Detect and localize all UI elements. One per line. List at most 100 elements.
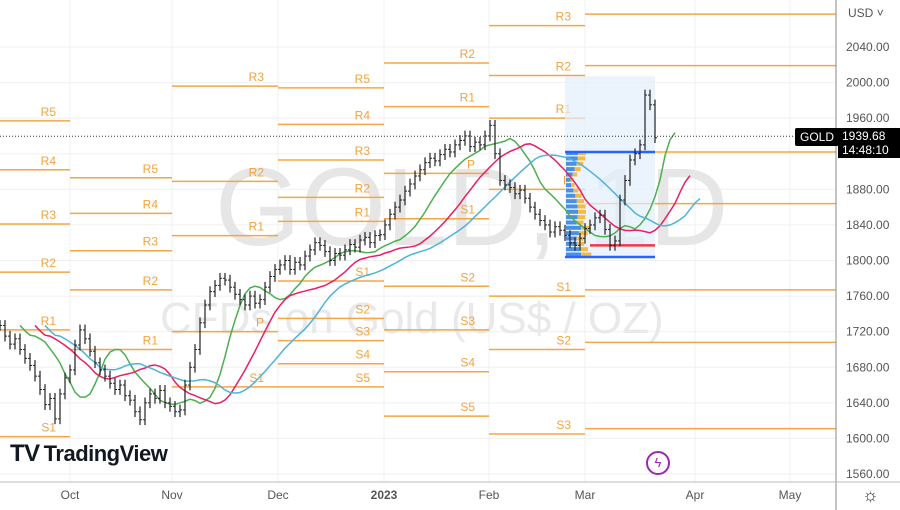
pivot-level-label: R3 [355,144,371,158]
price-tick-label: 2000.00 [846,76,890,90]
time-tick-label: 2023 [371,488,398,502]
price-tick-label: 1640.00 [846,396,890,410]
pivot-level-label: R5 [355,72,371,86]
pivot-level-label: R2 [143,274,159,288]
pivot-level-label: R1 [41,314,57,328]
pivot-level-label: S3 [556,418,571,432]
time-tick-label: Oct [61,488,80,502]
price-tick-label: 1720.00 [846,325,890,339]
pivot-level-label: S3 [460,314,475,328]
ma-slow-line [44,154,701,394]
pivot-level-label: S2 [460,270,475,284]
volume-bar-up [566,236,577,241]
tradingview-logo-mark: TV [10,440,40,467]
pivot-level-label: R4 [41,154,57,168]
pivot-level-label: S5 [460,400,475,414]
watermark-description: CFDs on Gold (US$ / OZ) [160,294,664,343]
price-tick-label: 1800.00 [846,254,890,268]
volume-bar-up [566,204,578,209]
time-tick-label: May [779,488,802,502]
pivot-level-label: S1 [460,203,475,217]
pivot-level-label: R4 [355,108,371,122]
pivot-level-label: R5 [143,162,159,176]
volume-bar-down [572,172,578,177]
pivot-level-label: R1 [249,220,265,234]
price-tick-label: 1880.00 [846,182,890,196]
volume-bar-up [566,225,581,230]
settings-gear-icon[interactable]: ☼ [862,485,879,505]
price-tick-label: 1600.00 [846,431,890,445]
volume-bar-down [577,156,586,161]
pivot-level-label: S4 [355,348,370,362]
pivot-level-label: S2 [556,333,571,347]
pivot-level-label: R2 [249,165,265,179]
volume-bar-up [566,177,571,182]
pivot-level-label: R2 [355,181,371,195]
volume-bar-up [566,241,577,246]
volume-bar-down [576,220,584,225]
volume-bar-up [566,220,577,225]
volume-bar-up [566,156,578,161]
ma-fast-line [19,132,676,406]
volume-bar-up [566,199,577,204]
symbol-tag: GOLD [795,128,840,146]
pivot-level-label: S3 [355,325,370,339]
pivot-level-label: P [256,316,264,330]
volume-bar-down [577,209,586,214]
volume-bar-down [575,193,582,198]
volume-bar-down [577,215,586,220]
volume-bar-up [566,193,576,198]
time-tick-label: Dec [267,488,288,502]
bar-countdown: 14:48:10 [842,143,889,157]
lightning-icon[interactable]: ϟ [646,451,670,475]
volume-bar-down [581,252,592,257]
volume-bar-up [566,167,575,172]
price-tick-label: 1840.00 [846,218,890,232]
price-axis[interactable]: 2040.002000.001960.001920.001880.001840.… [846,40,890,481]
pivot-level-label: R2 [460,47,476,61]
pivot-level-label: S5 [355,371,370,385]
grid [0,0,836,482]
volume-bar-up [566,209,578,214]
price-tick-label: 1560.00 [846,467,890,481]
pivot-level-label: R1 [143,333,159,347]
currency-label: USD [848,6,874,20]
pivot-level-label: S1 [556,280,571,294]
last-price-tag: 1939.68 14:48:10 [838,128,900,158]
pivot-level-label: R1 [355,205,371,219]
pivot-level-label: S1 [249,371,264,385]
pivot-level-label: R1 [460,91,476,105]
pivot-level-label: S2 [355,302,370,316]
time-tick-label: Nov [161,488,182,502]
ma-mid-line [34,143,691,405]
volume-bar-down [576,199,585,204]
tradingview-logo[interactable]: TV TradingView [10,440,168,468]
moving-averages [19,132,701,406]
pivot-level-label: R3 [249,70,265,84]
pivot-level-label: S4 [460,356,475,370]
time-tick-label: Apr [686,488,705,502]
volume-bar-down [578,231,588,236]
price-tick-label: 2040.00 [846,40,890,54]
tradingview-logo-text: TradingView [43,441,168,466]
volume-bar-down [573,188,579,193]
time-tick-label: Feb [479,488,500,502]
currency-selector[interactable]: USD ˅ [848,6,884,20]
volume-bar-up [566,247,580,252]
price-tick-label: 1680.00 [846,360,890,374]
pivot-level-label: S1 [41,421,56,435]
price-tick-label: 1960.00 [846,111,890,125]
volume-bar-up [566,188,574,193]
pivot-level-label: P [467,157,475,171]
time-axis[interactable]: Oct Nov Dec 2023 Feb Mar Apr May [61,488,802,502]
volume-bar-up [566,161,577,166]
volume-bar-up [566,252,582,257]
time-tick-label: Mar [575,488,596,502]
pivot-level-label: R2 [41,256,57,270]
volume-bar-down [579,247,588,252]
volume-bar-up [566,231,579,236]
volume-bar-down [580,225,591,230]
pivot-level-label: R5 [41,105,57,119]
pivot-level-label: R3 [556,10,572,24]
